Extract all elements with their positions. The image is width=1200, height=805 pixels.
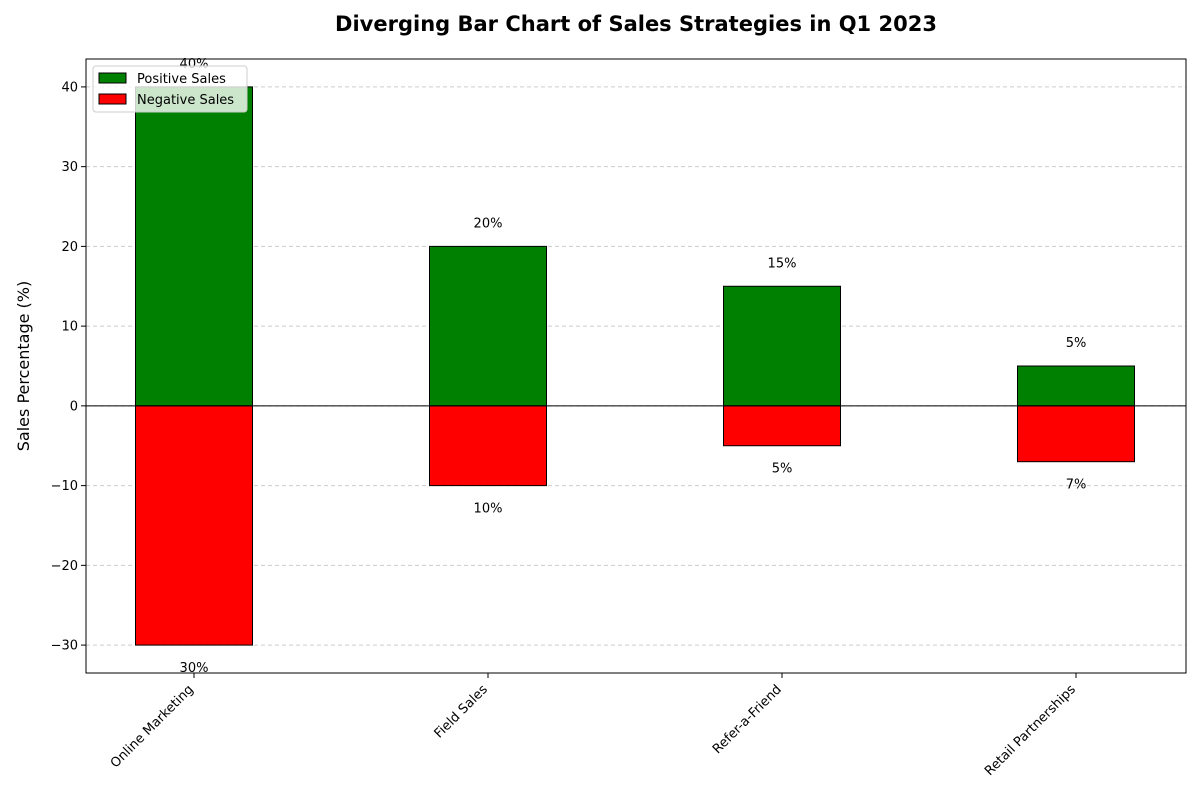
x-tick-label: Field Sales: [432, 682, 491, 741]
legend-swatch: [98, 72, 127, 84]
y-axis-label: Sales Percentage (%): [14, 281, 33, 451]
legend: Positive Sales Negative Sales: [92, 65, 248, 113]
negative-sales-bar: [135, 405, 253, 646]
legend-label: Negative Sales: [137, 93, 234, 108]
y-tick-label: −20: [51, 559, 78, 574]
negative-data-label: 7%: [1066, 478, 1087, 493]
x-tick-label: Refer-a-Friend: [710, 682, 785, 757]
y-tick-label: 40: [61, 80, 78, 95]
positive-data-label: 5%: [1066, 336, 1087, 351]
y-tick-label: 30: [61, 160, 78, 175]
chart-title: Diverging Bar Chart of Sales Strategies …: [335, 12, 937, 36]
positive-sales-bar: [1017, 365, 1135, 407]
negative-sales-bar: [1017, 405, 1135, 463]
legend-swatch: [98, 93, 127, 105]
negative-sales-bar: [723, 405, 841, 447]
y-tick-label: −10: [51, 479, 78, 494]
x-tick-label: Retail Partnerships: [982, 682, 1079, 779]
y-tick-label: 10: [61, 320, 78, 335]
positive-data-label: 20%: [474, 216, 503, 231]
y-tick-label: 0: [70, 399, 78, 414]
negative-data-label: 30%: [180, 661, 209, 676]
legend-label: Positive Sales: [137, 72, 226, 87]
positive-sales-bar: [723, 285, 841, 407]
legend-box: [92, 65, 248, 113]
x-tick-label: Online Marketing: [108, 682, 197, 771]
bar-layer: [135, 86, 1135, 646]
negative-data-label: 10%: [474, 502, 503, 517]
positive-sales-bar: [135, 86, 253, 407]
y-tick-label: 20: [61, 240, 78, 255]
plot-frame: [85, 58, 1187, 674]
y-tick-label: −30: [51, 639, 78, 654]
negative-sales-bar: [429, 405, 547, 487]
label-layer: 40%30%20%10%15%5%5%7%: [180, 57, 1087, 676]
negative-data-label: 5%: [772, 462, 793, 477]
positive-data-label: 15%: [768, 256, 797, 271]
positive-sales-bar: [429, 245, 547, 407]
